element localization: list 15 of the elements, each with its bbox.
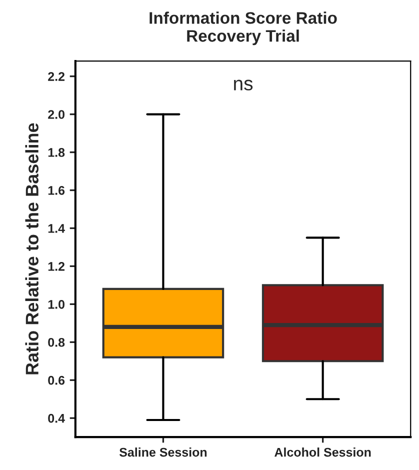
- y-tick-label: 1.2: [48, 262, 65, 271]
- y-tick-label: 1.8: [48, 148, 65, 157]
- y-tick-label: 1.6: [48, 186, 65, 195]
- y-axis-title: Ratio Relative to the Baseline: [25, 123, 39, 374]
- x-tick-label: Saline Session: [119, 448, 207, 457]
- y-tick-label: 0.8: [48, 338, 65, 347]
- y-tick-label: 2.2: [48, 72, 65, 81]
- y-tick-label: 1.0: [48, 300, 64, 309]
- y-tick-label: 0.6: [48, 376, 65, 385]
- annotation: ns: [234, 80, 253, 90]
- x-tick-label: Alcohol Session: [274, 448, 371, 457]
- y-tick-label: 2.0: [48, 110, 64, 119]
- y-tick-label: 1.4: [48, 224, 65, 233]
- y-tick-label: 0.4: [48, 414, 65, 423]
- chart-title: Information Score Ratio Recovery Trial: [150, 12, 337, 46]
